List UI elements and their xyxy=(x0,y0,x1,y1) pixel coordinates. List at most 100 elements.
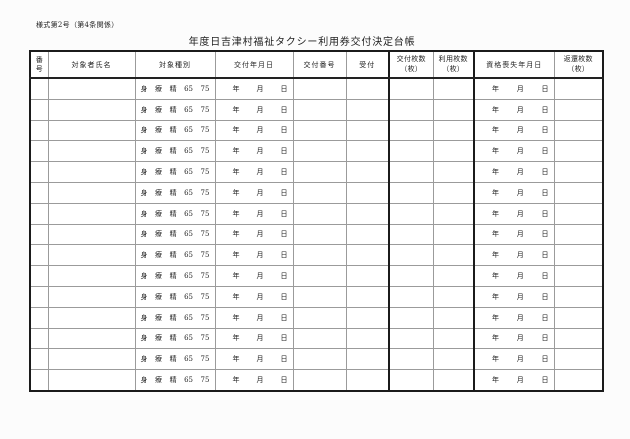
placeholder-text: 65 xyxy=(184,105,194,114)
placeholder-text: 日 xyxy=(280,272,288,281)
placeholder-text: 日 xyxy=(541,272,549,281)
ledger-row: 身療精 65 75 年 月 日 年 月 日 xyxy=(29,140,604,163)
placeholder-text: 65 xyxy=(184,334,194,343)
placeholder-text: 75 xyxy=(200,334,210,343)
placeholder-text: 日 xyxy=(541,147,549,156)
ledger-row: 身療精 65 75 年 月 日 年 月 日 xyxy=(29,181,604,204)
cell-reception xyxy=(345,223,390,246)
cell-used-count xyxy=(432,161,475,183)
placeholder-text: 年 xyxy=(492,376,499,385)
placeholder-text: 75 xyxy=(200,292,210,301)
cell-used-count xyxy=(432,306,475,329)
placeholder-text: 月 xyxy=(256,188,264,197)
placeholder-text: 年 xyxy=(232,84,240,93)
cell-returned-count xyxy=(553,202,604,225)
placeholder-text: 月 xyxy=(516,147,524,156)
cell-issued-count xyxy=(388,140,434,163)
cell-reception xyxy=(345,244,390,267)
placeholder-text: 65 xyxy=(184,188,194,197)
placeholder-text: 75 xyxy=(200,126,210,135)
cell-issued-count xyxy=(388,285,434,308)
placeholder-text: 年 xyxy=(232,313,240,322)
placeholder-text: 月 xyxy=(516,292,524,301)
cell-reception xyxy=(345,140,390,163)
cell-issued-count xyxy=(388,98,434,121)
cell-returned-count xyxy=(553,306,604,329)
cell-used-count xyxy=(432,119,475,142)
placeholder-text: 年 xyxy=(492,272,499,281)
page-title: 年度日吉津村福祉タクシー利用券交付決定台帳 xyxy=(188,37,416,48)
cell-issue-number xyxy=(292,202,347,225)
cell-category-placeholders: 身療精 65 75 xyxy=(136,84,214,94)
cell-loss-date-placeholders: 年月日 xyxy=(476,167,553,177)
cell-category-placeholders: 身療精 65 75 xyxy=(136,333,214,343)
placeholder-text: 65 xyxy=(184,251,194,260)
placeholder-text: 月 xyxy=(516,188,524,197)
placeholder-text: 精 xyxy=(169,292,177,301)
placeholder-text: 精 xyxy=(169,230,177,239)
col-header-category: 対象種別 xyxy=(134,50,216,79)
placeholder-text: 年 xyxy=(232,376,240,385)
cell-name xyxy=(47,327,136,350)
placeholder-text: 精 xyxy=(169,126,177,135)
cell-used-count xyxy=(432,265,475,287)
placeholder-text: 月 xyxy=(256,168,264,177)
cell-issued-count xyxy=(388,327,434,350)
cell-returned-count xyxy=(553,244,604,267)
cell-name xyxy=(47,285,136,308)
cell-category-placeholders: 身療精 65 75 xyxy=(136,105,214,115)
placeholder-text: 日 xyxy=(541,355,549,364)
ledger-row: 身療精 65 75 年 月 日 年 月 日 xyxy=(29,119,604,142)
cell-loss-date: 年月日 xyxy=(473,140,555,163)
placeholder-text: 年 xyxy=(232,168,240,177)
placeholder-text: 精 xyxy=(169,147,177,156)
cell-loss-date: 年月日 xyxy=(473,285,555,308)
cell-issue-number xyxy=(292,98,347,121)
cell-reception xyxy=(345,327,390,350)
cell-issue-date-placeholders: 年月日 xyxy=(216,375,292,385)
cell-used-count xyxy=(432,98,475,121)
cell-issue-date-placeholders: 年月日 xyxy=(216,125,292,135)
placeholder-text: 日 xyxy=(280,230,288,239)
cell-reception xyxy=(345,77,390,100)
placeholder-text: 月 xyxy=(256,147,264,156)
placeholder-text: 75 xyxy=(200,188,210,197)
col-header-used-count-line1: 利用枚数 xyxy=(438,55,468,64)
placeholder-text: 日 xyxy=(280,251,288,260)
placeholder-text: 日 xyxy=(541,376,549,385)
cell-category-placeholders: 身療精 65 75 xyxy=(136,250,214,260)
placeholder-text: 日 xyxy=(541,105,549,114)
placeholder-text: 月 xyxy=(516,84,524,93)
cell-issued-count xyxy=(388,244,434,267)
placeholder-text: 月 xyxy=(256,230,264,239)
cell-issue-date: 年月日 xyxy=(214,98,294,121)
cell-name xyxy=(47,369,136,392)
placeholder-text: 65 xyxy=(184,313,194,322)
cell-reception xyxy=(345,265,390,287)
placeholder-text: 75 xyxy=(200,355,210,364)
placeholder-text: 年 xyxy=(492,168,499,177)
col-header-number-label: 番号 xyxy=(35,56,43,73)
placeholder-text: 75 xyxy=(200,272,210,281)
cell-loss-date: 年月日 xyxy=(473,77,555,100)
placeholder-text: 65 xyxy=(184,126,194,135)
placeholder-text: 療 xyxy=(155,376,163,385)
cell-issued-count xyxy=(388,181,434,204)
form-number-label: 様式第2号（第4条関係） xyxy=(36,21,119,29)
cell-name xyxy=(47,244,136,267)
cell-number xyxy=(29,119,49,142)
cell-returned-count xyxy=(553,77,604,100)
placeholder-text: 療 xyxy=(155,313,163,322)
placeholder-text: 月 xyxy=(516,209,524,218)
placeholder-text: 月 xyxy=(256,126,264,135)
placeholder-text: 日 xyxy=(280,292,288,301)
cell-issue-date: 年月日 xyxy=(214,202,294,225)
placeholder-text: 精 xyxy=(169,84,177,93)
cell-category: 身療精 65 75 xyxy=(134,285,216,308)
ledger-row: 身療精 65 75 年 月 日 年 月 日 xyxy=(29,161,604,183)
cell-name xyxy=(47,98,136,121)
cell-issue-number xyxy=(292,140,347,163)
cell-number xyxy=(29,223,49,246)
placeholder-text: 精 xyxy=(169,376,177,385)
col-header-reception: 受付 xyxy=(345,50,390,79)
